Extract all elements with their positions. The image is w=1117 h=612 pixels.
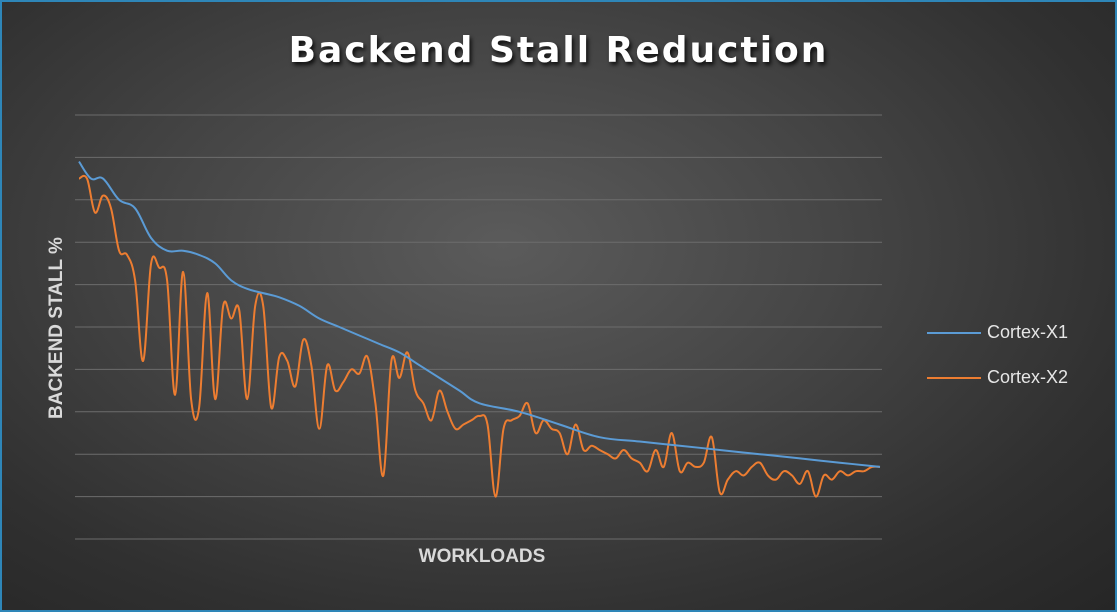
legend-label-cortex-x1: Cortex-X1 — [987, 322, 1069, 342]
y-axis-label: BACKEND STALL % — [46, 237, 67, 419]
legend-swatch-cortex-x1 — [927, 331, 981, 334]
legend-swatch-cortex-x2 — [927, 376, 981, 379]
series-line-cortex-x2 — [78, 174, 881, 498]
legend-item-cortex-x2: Cortex-X2 — [927, 355, 1068, 400]
x-axis-label: WORKLOADS — [418, 546, 546, 567]
legend-item-cortex-x1: Cortex-X1 — [927, 310, 1068, 355]
legend-label-cortex-x2: Cortex-X2 — [987, 367, 1069, 387]
legend: Cortex-X1 Cortex-X2 — [927, 310, 1068, 400]
chart-title: Backend Stall Reduction — [288, 30, 829, 71]
series-line-cortex-x1 — [78, 161, 881, 468]
